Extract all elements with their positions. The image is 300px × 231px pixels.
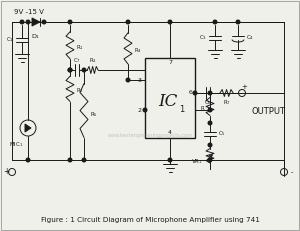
Text: 9V -15 V: 9V -15 V: [14, 9, 44, 15]
Bar: [145, 58, 195, 138]
Circle shape: [168, 20, 172, 24]
Text: C$_3$: C$_3$: [199, 33, 207, 42]
Text: R: R: [200, 106, 204, 110]
Text: www.bestengineeringprojects.com: www.bestengineeringprojects.com: [108, 133, 192, 137]
Circle shape: [193, 91, 197, 95]
Circle shape: [82, 68, 86, 72]
Circle shape: [143, 108, 147, 112]
Text: OUTPUT: OUTPUT: [252, 106, 286, 116]
Text: 6: 6: [189, 91, 193, 95]
Text: 2: 2: [138, 107, 142, 112]
Circle shape: [213, 20, 217, 24]
Text: IC: IC: [158, 94, 178, 110]
Text: C$_4$: C$_4$: [246, 33, 254, 42]
Circle shape: [68, 68, 72, 72]
Circle shape: [168, 158, 172, 162]
Text: R$_5$: R$_5$: [90, 111, 98, 119]
Polygon shape: [32, 18, 40, 26]
Circle shape: [42, 20, 46, 24]
Text: -: -: [291, 169, 293, 175]
Text: 1: 1: [179, 106, 184, 115]
Circle shape: [26, 20, 30, 24]
Text: Figure : 1 Circuit Diagram of Microphone Amplifier using 741: Figure : 1 Circuit Diagram of Microphone…: [40, 217, 260, 223]
Circle shape: [126, 20, 130, 24]
Circle shape: [82, 158, 86, 162]
Circle shape: [68, 20, 72, 24]
Circle shape: [208, 108, 212, 112]
Text: MIC$_1$: MIC$_1$: [9, 140, 23, 149]
Circle shape: [26, 158, 30, 162]
Text: VR$_1$: VR$_1$: [191, 158, 203, 167]
Text: C$_7$: C$_7$: [73, 56, 81, 65]
Text: 7: 7: [168, 61, 172, 66]
Text: C$_5$: C$_5$: [218, 130, 226, 138]
Text: R$_4$: R$_4$: [134, 47, 142, 55]
Polygon shape: [25, 124, 31, 132]
Text: 3: 3: [138, 77, 142, 82]
Text: 4: 4: [168, 131, 172, 136]
Circle shape: [236, 20, 240, 24]
Text: C$_1$: C$_1$: [6, 35, 14, 44]
Circle shape: [20, 20, 24, 24]
Circle shape: [126, 78, 130, 82]
Text: R$_1$: R$_1$: [76, 43, 84, 52]
Text: +: +: [241, 84, 247, 90]
Text: R$_2$: R$_2$: [76, 87, 84, 95]
Circle shape: [208, 143, 212, 147]
Circle shape: [208, 158, 212, 162]
Circle shape: [68, 158, 72, 162]
Text: R$_3$: R$_3$: [89, 56, 97, 65]
Circle shape: [208, 121, 212, 125]
Text: C$_6$: C$_6$: [204, 98, 212, 107]
Text: D$_1$: D$_1$: [32, 32, 40, 41]
Circle shape: [208, 91, 212, 95]
Circle shape: [68, 68, 72, 72]
Text: R$_7$: R$_7$: [223, 98, 231, 107]
Text: +: +: [3, 167, 9, 176]
